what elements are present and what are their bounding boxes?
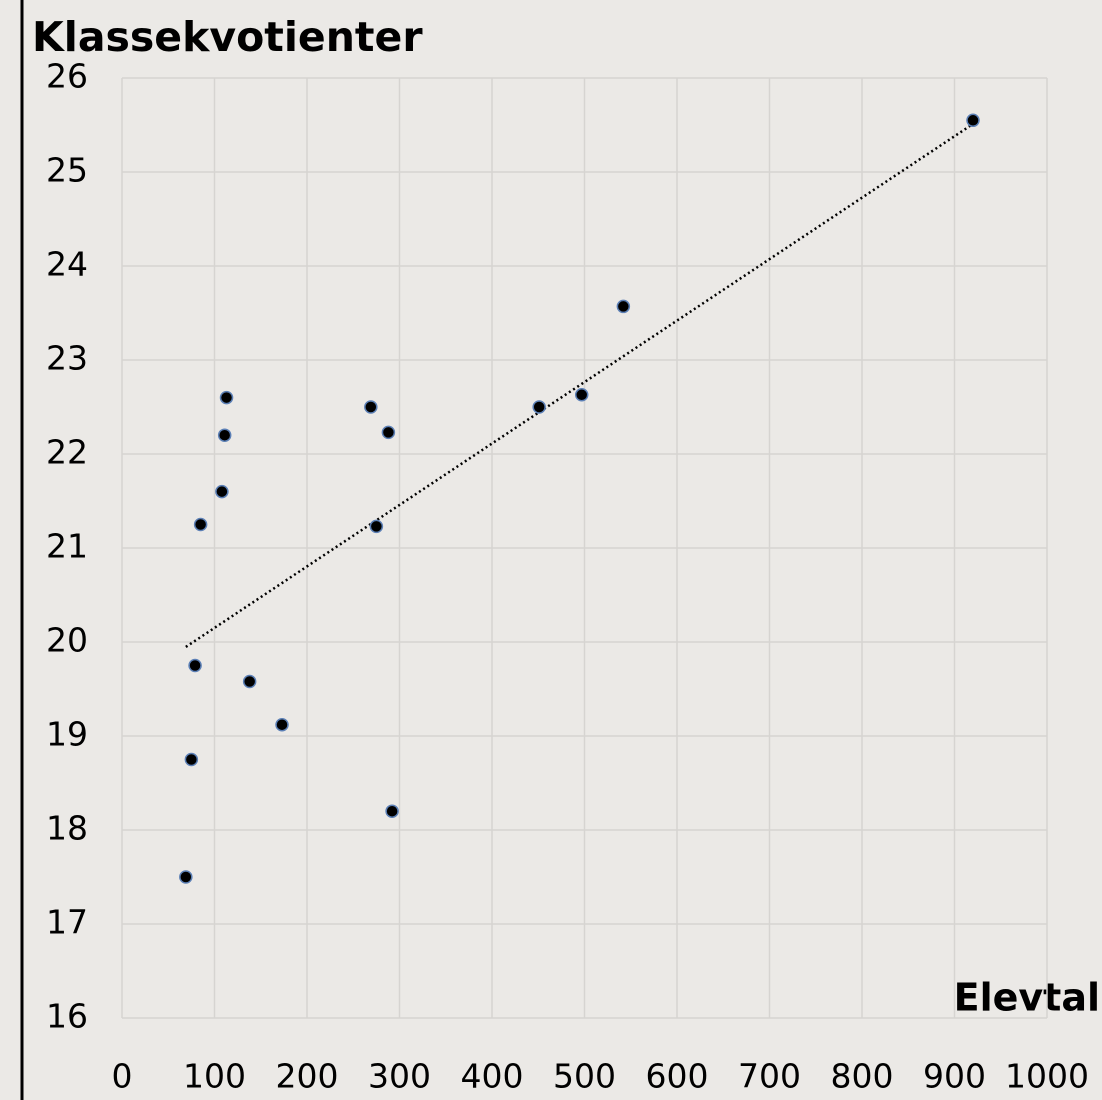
y-tick-label: 23 xyxy=(46,339,88,378)
y-tick-label: 17 xyxy=(46,903,88,942)
data-point xyxy=(532,400,546,414)
x-tick-label: 600 xyxy=(646,1057,709,1096)
data-point xyxy=(275,717,289,732)
data-point xyxy=(369,519,384,534)
y-tick-label: 24 xyxy=(46,245,88,284)
y-tick-label: 22 xyxy=(46,433,88,472)
data-point xyxy=(184,752,199,767)
x-tick-label: 900 xyxy=(923,1057,986,1096)
data-point xyxy=(364,400,378,414)
x-tick-label: 100 xyxy=(183,1057,246,1096)
x-tick-label: 1000 xyxy=(1005,1057,1089,1096)
x-tick-label: 0 xyxy=(112,1057,133,1096)
data-point xyxy=(179,870,193,884)
y-tick-label: 26 xyxy=(46,57,88,96)
data-point xyxy=(219,390,234,405)
data-point xyxy=(193,517,208,532)
x-tick-label: 300 xyxy=(368,1057,431,1096)
y-tick-label: 16 xyxy=(46,997,88,1036)
x-tick-label: 400 xyxy=(461,1057,524,1096)
data-point xyxy=(616,299,631,314)
data-point xyxy=(217,428,232,442)
x-tick-label: 500 xyxy=(553,1057,616,1096)
y-tick-label: 19 xyxy=(46,715,88,754)
data-point xyxy=(215,484,229,499)
y-tick-label: 18 xyxy=(46,809,88,848)
chart-title: Klassekvotienter xyxy=(32,13,423,61)
data-point xyxy=(242,674,257,689)
y-tick-label: 25 xyxy=(46,151,88,190)
y-tick-label: 21 xyxy=(46,527,88,566)
data-point xyxy=(188,658,202,673)
data-point xyxy=(385,804,399,818)
x-tick-label: 200 xyxy=(276,1057,339,1096)
x-tick-label: 700 xyxy=(738,1057,801,1096)
y-tick-label: 20 xyxy=(46,621,88,660)
data-point xyxy=(574,388,589,402)
data-point xyxy=(966,113,980,128)
x-axis-label: Elevtal xyxy=(954,976,1100,1020)
x-tick-label: 800 xyxy=(831,1057,894,1096)
data-point xyxy=(381,425,396,440)
